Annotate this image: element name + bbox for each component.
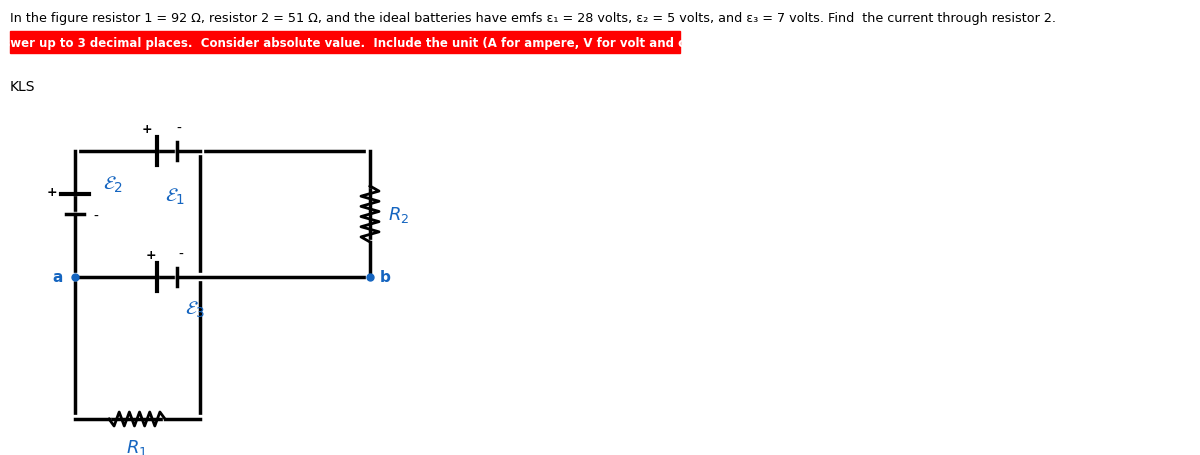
Text: a: a [53,270,64,285]
Text: $R_2$: $R_2$ [388,205,409,224]
Text: +: + [145,248,156,262]
Text: +: + [47,186,58,199]
Text: In the figure resistor 1 = 92 Ω, resistor 2 = 51 Ω, and the ideal batteries have: In the figure resistor 1 = 92 Ω, resisto… [10,12,1056,25]
Text: -: - [94,210,98,223]
Text: $R_1$: $R_1$ [126,437,148,455]
Text: KLS: KLS [10,80,36,94]
Text: $\mathcal{E}_2$: $\mathcal{E}_2$ [103,174,124,195]
Text: $\mathcal{E}_1$: $\mathcal{E}_1$ [164,187,185,207]
Text: -: - [179,248,184,262]
Text: b: b [380,270,391,285]
Text: +: + [142,123,152,136]
Bar [10,32,680,54]
Text: -: - [176,122,181,136]
Text: Round off answer up to 3 decimal places.  Consider absolute value.  Include the : Round off answer up to 3 decimal places.… [0,36,773,50]
Text: $\mathcal{E}_3$: $\mathcal{E}_3$ [185,299,205,319]
